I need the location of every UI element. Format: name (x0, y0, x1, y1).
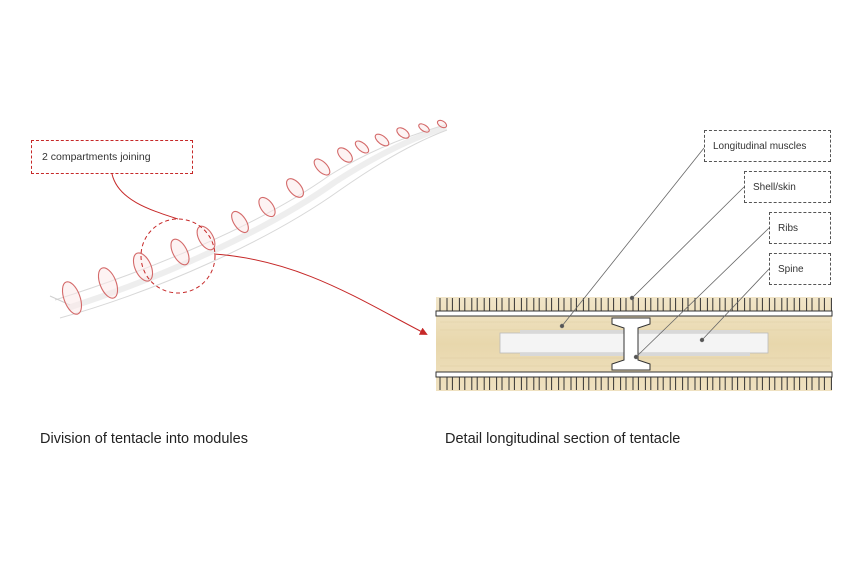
caption-right: Detail longitudinal section of tentacle (445, 431, 681, 447)
module-ring (374, 133, 390, 147)
module-ring (418, 123, 430, 133)
rib (625, 298, 634, 312)
rib (774, 376, 783, 390)
module-ring (436, 119, 448, 129)
rib (774, 298, 783, 312)
rib (439, 376, 448, 390)
module-ring (97, 267, 119, 299)
zoom-arrow (213, 253, 428, 335)
rib (712, 376, 721, 390)
rib (513, 298, 522, 312)
rib (563, 298, 572, 312)
rib (575, 298, 584, 312)
rib (526, 376, 535, 390)
rib (476, 298, 485, 312)
label-ribs: Ribs (769, 212, 831, 244)
rib (551, 376, 560, 390)
module-ring (354, 140, 370, 154)
shell-top (435, 298, 833, 317)
rib (724, 376, 733, 390)
rib (811, 376, 820, 390)
rib (687, 376, 696, 390)
rib (662, 298, 671, 312)
rib (650, 376, 659, 390)
rib (464, 298, 473, 312)
rib (811, 298, 820, 312)
rib (489, 298, 498, 312)
rib (737, 376, 746, 390)
rib (749, 298, 758, 312)
rib (724, 298, 733, 312)
rib (588, 376, 597, 390)
rib (451, 298, 460, 312)
skin-strip (435, 371, 833, 378)
module-ring (313, 158, 331, 176)
rib (538, 298, 547, 312)
module-ring (231, 210, 249, 234)
rib (563, 376, 572, 390)
rib (526, 298, 535, 312)
rib (464, 376, 473, 390)
rib (613, 298, 622, 312)
rib (699, 376, 708, 390)
module-ring (286, 178, 304, 198)
rib (538, 376, 547, 390)
module-ring (132, 252, 154, 282)
module-ring (337, 147, 353, 163)
rib (637, 376, 646, 390)
rib (625, 376, 634, 390)
rib (476, 376, 485, 390)
module-ring (196, 225, 216, 251)
module-ring (258, 196, 276, 218)
label-spine: Spine (769, 253, 831, 285)
rib (749, 376, 758, 390)
callout-connector (111, 173, 179, 220)
rib (786, 298, 795, 312)
rib (551, 298, 560, 312)
rib (501, 298, 510, 312)
rib (600, 298, 609, 312)
rib (451, 376, 460, 390)
rib (786, 376, 795, 390)
rib (637, 298, 646, 312)
module-ring (396, 127, 410, 139)
shell-bottom (435, 371, 833, 390)
rib (600, 376, 609, 390)
rib (662, 376, 671, 390)
module-ring (61, 281, 83, 315)
rib (687, 298, 696, 312)
rib (675, 298, 684, 312)
caption-left: Division of tentacle into modules (40, 431, 248, 447)
rib (588, 298, 597, 312)
rib (823, 298, 832, 312)
rib (712, 298, 721, 312)
rib (799, 298, 808, 312)
rib (761, 376, 770, 390)
rib (489, 376, 498, 390)
zoom-circle (140, 218, 216, 294)
rib (575, 376, 584, 390)
rib (513, 376, 522, 390)
rib (699, 298, 708, 312)
skin-strip (435, 310, 833, 317)
tentacle-modules-drawing (49, 119, 448, 335)
label-shell-skin: Shell/skin (744, 171, 831, 203)
rib (501, 376, 510, 390)
compartments-callout: 2 compartments joining (31, 140, 193, 174)
rib (799, 376, 808, 390)
longitudinal-section-drawing (435, 147, 833, 391)
module-ring (170, 238, 190, 266)
spine-vertebra (611, 317, 651, 371)
rib (761, 298, 770, 312)
label-longitudinal-muscles: Longitudinal muscles (704, 130, 831, 162)
rib (737, 298, 746, 312)
rib (675, 376, 684, 390)
rib (439, 298, 448, 312)
rib (613, 376, 622, 390)
rib (650, 298, 659, 312)
rib (823, 376, 832, 390)
